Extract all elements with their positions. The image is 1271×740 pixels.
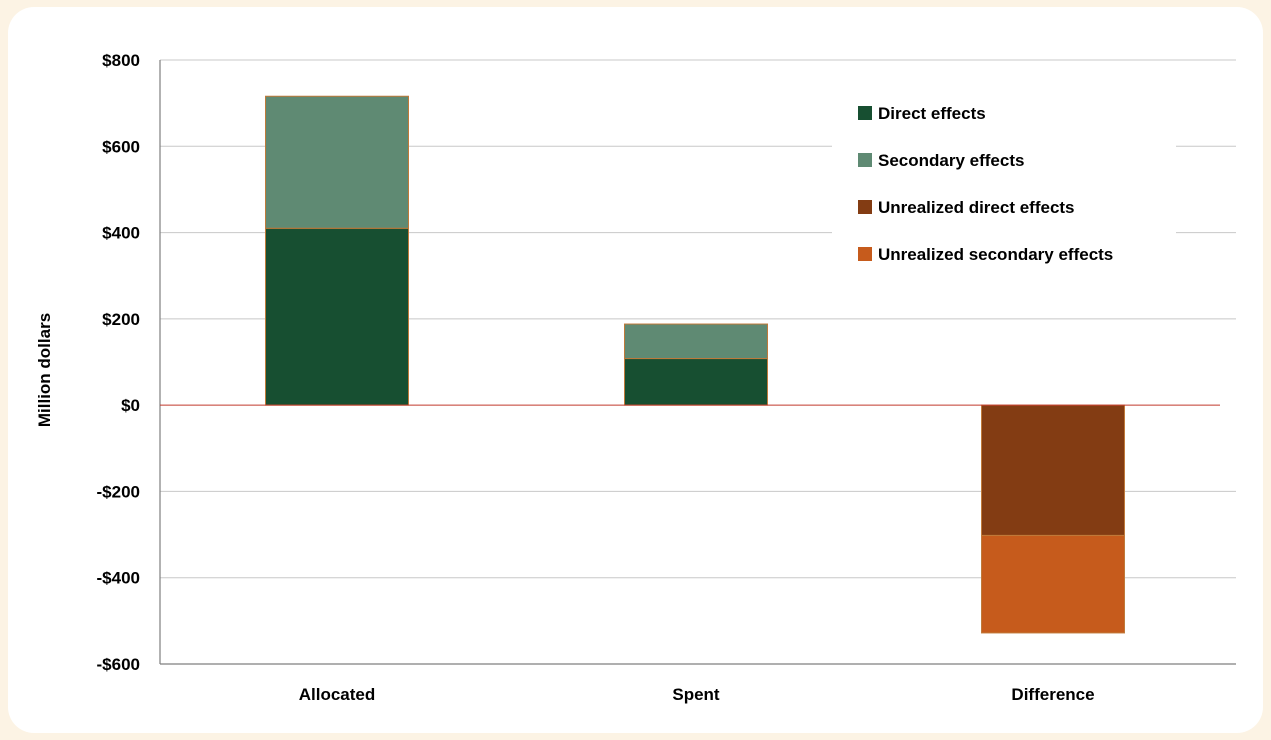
axes [159,60,1236,665]
bar-segment [265,95,409,229]
y-tick-label: -$400 [97,569,140,588]
y-tick-label: $0 [121,396,140,415]
bar-segment [981,534,1125,634]
y-tick-label: -$600 [97,655,140,674]
bar-segment [624,323,768,360]
x-tick-label: Allocated [299,685,376,704]
legend-label: Direct effects [878,104,986,123]
y-tick-labels: -$600 -$400 -$200 $0 $200 $400 $600 $800 [97,51,140,674]
legend-swatch [858,247,872,261]
bar-segment [981,404,1125,536]
legend: Direct effects Secondary effects Unrealize… [832,88,1176,278]
y-tick-label: $800 [102,51,140,70]
legend-swatch [858,200,872,214]
x-tick-labels: Allocated Spent Difference [299,685,1095,704]
legend-label: Unrealized secondary effects [878,245,1113,264]
legend-label: Secondary effects [878,151,1024,170]
bar-segment [624,358,768,406]
legend-box [832,88,1176,278]
legend-swatch [858,106,872,120]
y-tick-label: $400 [102,224,140,243]
y-tick-label: -$200 [97,482,140,501]
legend-swatch [858,153,872,167]
y-tick-label: $200 [102,310,140,329]
y-tick-label: $600 [102,137,140,156]
legend-label: Unrealized direct effects [878,198,1075,217]
y-axis-label: Million dollars [35,313,54,427]
x-tick-label: Spent [672,685,720,704]
bar-segment [265,227,409,406]
x-tick-label: Difference [1011,685,1094,704]
